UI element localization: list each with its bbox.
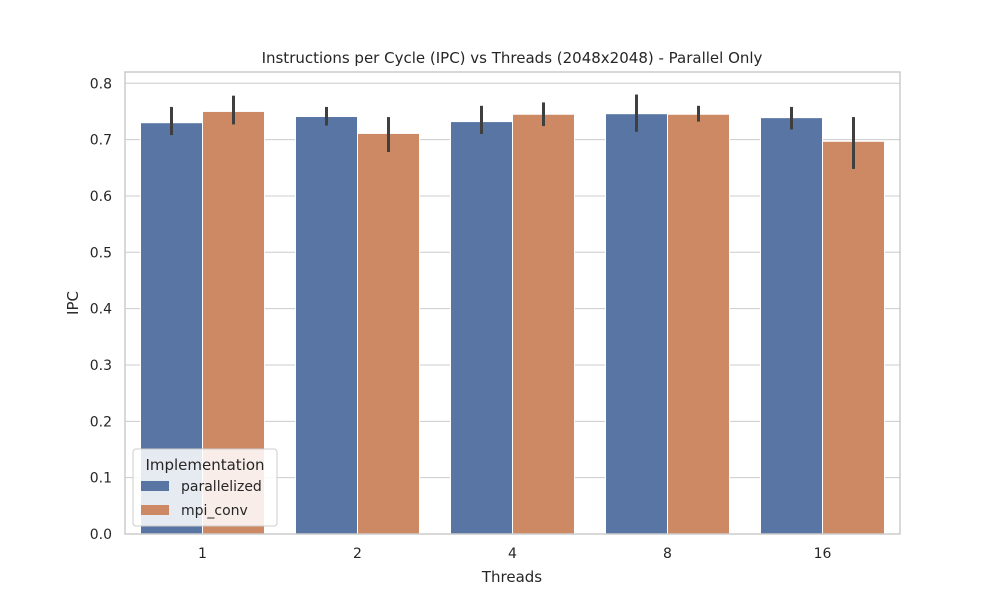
x-axis-label: Threads [481, 568, 542, 586]
x-tick-label: 1 [198, 546, 207, 562]
bar-parallelized-2 [295, 116, 358, 535]
y-tick-label: 0.3 [90, 358, 112, 374]
y-axis-label: IPC [64, 291, 82, 315]
y-tick-label: 0.1 [90, 471, 112, 487]
bar-mpi-conv-4 [512, 113, 575, 535]
legend-label-mpi-conv: mpi_conv [181, 503, 248, 519]
x-tick-label: 4 [508, 546, 517, 562]
legend-label-parallelized: parallelized [181, 479, 262, 495]
chart-title: Instructions per Cycle (IPC) vs Threads … [262, 49, 763, 67]
bar-mpi-conv-8 [667, 113, 730, 535]
legend-swatch-mpi-conv [141, 505, 169, 515]
y-tick-label: 0.4 [90, 302, 112, 318]
y-tick-label: 0.0 [90, 527, 112, 543]
bar-parallelized-16 [760, 117, 823, 535]
y-tick-label: 0.6 [90, 189, 112, 205]
bar-parallelized-8 [605, 113, 668, 535]
legend-title: Implementation [145, 456, 264, 474]
x-tick-label: 8 [663, 546, 672, 562]
bar-mpi-conv-2 [357, 132, 420, 535]
bar-parallelized-4 [450, 121, 513, 535]
x-tick-label: 2 [353, 546, 362, 562]
y-tick-label: 0.5 [90, 245, 112, 261]
y-tick-label: 0.8 [90, 76, 112, 92]
bar-mpi-conv-16 [822, 140, 885, 535]
error-bars-layer [170, 94, 855, 169]
plot-frame [124, 71, 901, 535]
legend-swatch-parallelized [141, 481, 169, 491]
x-tick-label: 16 [814, 546, 832, 562]
y-tick-label: 0.2 [90, 414, 112, 430]
y-tick-label: 0.7 [90, 133, 112, 149]
legend: Implementation parallelized mpi_conv [132, 448, 278, 527]
y-ticks-layer: 0.0 0.1 0.2 0.3 0.4 0.5 0.6 0.7 0.8 [90, 76, 112, 543]
bars-layer [140, 110, 885, 535]
x-ticks-layer: 1 2 4 8 16 [198, 546, 831, 562]
